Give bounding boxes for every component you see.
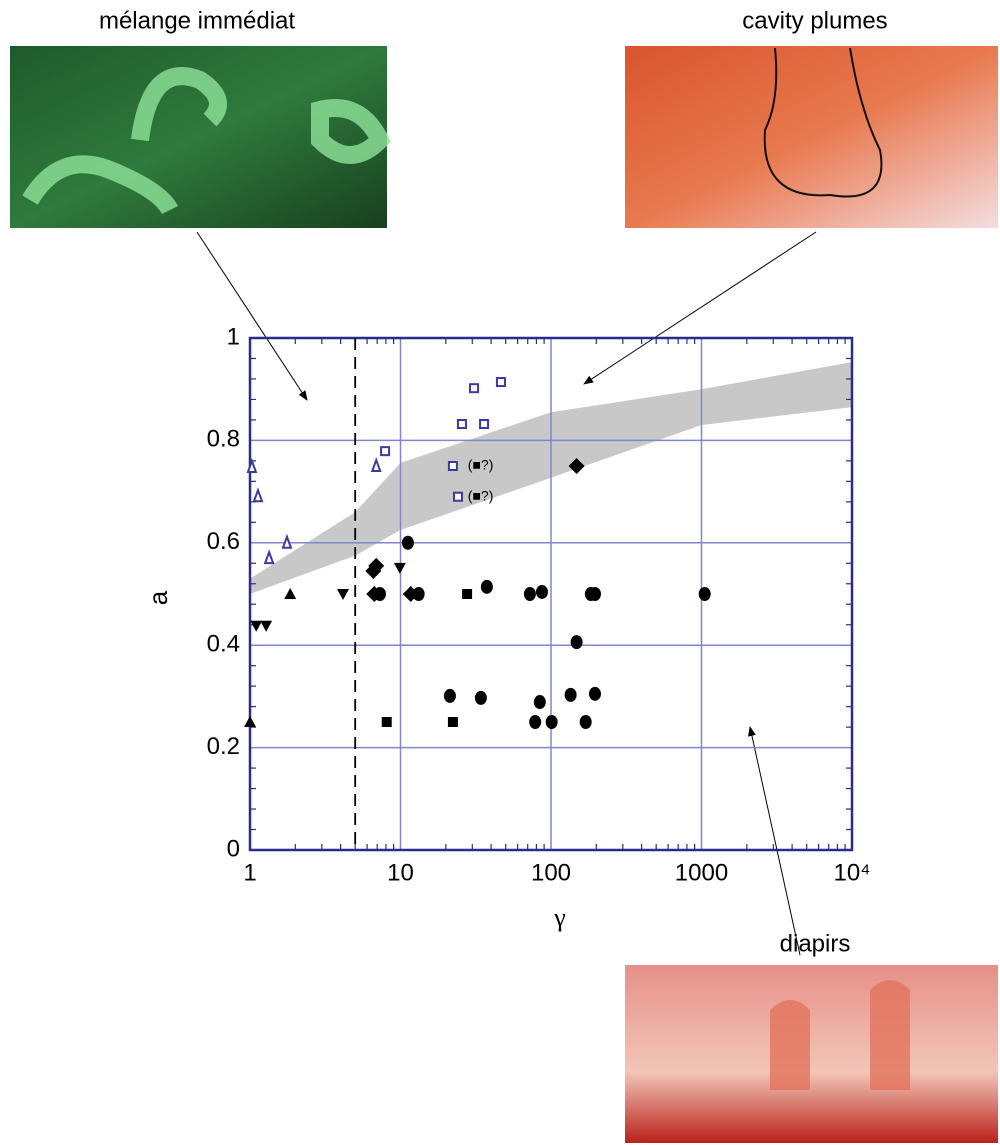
point — [523, 587, 536, 601]
point — [284, 588, 297, 599]
annotation: (■?) — [468, 457, 494, 473]
point — [337, 589, 350, 600]
annotation: (■?) — [468, 487, 494, 503]
arrow — [748, 726, 801, 956]
point — [447, 461, 458, 471]
point — [698, 587, 711, 601]
y-tick-label: 0.6 — [207, 528, 240, 555]
point — [570, 635, 583, 650]
point — [588, 686, 601, 701]
point — [474, 690, 487, 705]
point — [381, 717, 392, 727]
x-tick-label: 100 — [531, 859, 571, 886]
x-tick-label: 10 — [387, 859, 414, 886]
point — [447, 717, 458, 727]
photo-detail — [763, 47, 883, 198]
point — [281, 533, 293, 549]
point — [535, 584, 548, 599]
point — [244, 716, 256, 727]
point — [533, 695, 546, 710]
point — [368, 557, 385, 574]
x-axis-label: γ — [553, 903, 566, 932]
photo — [625, 46, 998, 228]
point — [469, 383, 480, 394]
photo-label: diapirs — [780, 930, 851, 957]
point — [456, 419, 467, 430]
point — [263, 549, 275, 565]
point — [579, 715, 592, 729]
photo-label: cavity plumes — [742, 7, 887, 34]
plot-frame — [248, 336, 854, 852]
y-tick-label: 1 — [227, 323, 240, 350]
plot: 1 10 100 1000 10⁴ 0 0.2 0.4 0.6 0.8 1 (■?) (■?) — [207, 323, 871, 886]
point — [564, 687, 577, 702]
point — [443, 688, 456, 703]
point — [479, 419, 490, 430]
y-tick-label: 0.4 — [207, 631, 240, 658]
y-tick-label: 0.2 — [207, 733, 240, 760]
point — [252, 487, 264, 503]
point — [380, 446, 391, 457]
point — [480, 579, 493, 594]
arrow — [196, 231, 308, 401]
photo-label: mélange immédiat — [99, 7, 295, 34]
point — [260, 620, 273, 632]
y-tick-label: 0 — [227, 835, 240, 862]
point — [588, 587, 601, 601]
photo — [625, 965, 998, 1143]
point — [370, 457, 382, 472]
point — [401, 535, 414, 550]
point — [495, 377, 506, 388]
arrow — [583, 231, 817, 385]
point — [366, 586, 383, 602]
photo-detail — [770, 980, 910, 1090]
point — [568, 458, 585, 474]
point — [246, 458, 258, 474]
point — [545, 715, 558, 729]
point — [462, 589, 473, 599]
x-tick-label: 1000 — [675, 859, 728, 886]
point — [393, 562, 406, 574]
point — [402, 586, 419, 602]
x-tick-label: 1 — [243, 859, 256, 886]
point — [250, 620, 263, 632]
x-tick-label: 10⁴ — [833, 859, 870, 886]
y-tick-label: 0.8 — [207, 426, 240, 453]
point — [452, 491, 463, 502]
photo-detail — [22, 67, 391, 215]
y-axis-label: a — [143, 590, 173, 605]
point — [529, 715, 542, 729]
